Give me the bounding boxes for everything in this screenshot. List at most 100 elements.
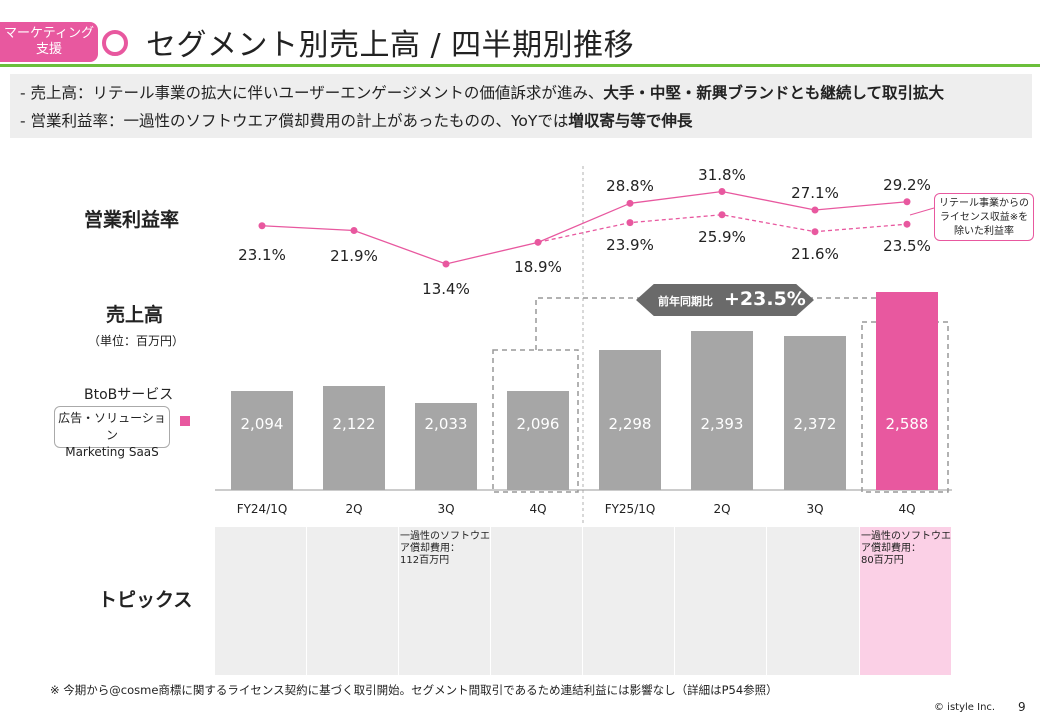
x-tick-label: 3Q xyxy=(806,502,824,516)
callout-line1: リテール事業からの xyxy=(939,198,1029,209)
margin-point xyxy=(258,222,266,230)
compare-box-fy25-4q xyxy=(861,321,949,493)
margin-value-label: 23.1% xyxy=(238,245,286,264)
margin-value-label: 27.1% xyxy=(791,184,839,203)
footnote: ※ 今期から@cosme商標に関するライセンス契約に基づく取引開始。セグメント間… xyxy=(50,683,778,697)
adjusted-margin-point xyxy=(811,228,819,236)
bar-1: 2,122 xyxy=(323,385,385,490)
segment-label: BtoBサービス xyxy=(84,387,174,403)
x-tick-label: FY25/1Q xyxy=(604,502,656,516)
margin-callout: リテール事業からの ライセンス収益※を 除いた利益率 xyxy=(934,193,1034,241)
margin-value-label: 21.9% xyxy=(330,246,378,265)
margin-value-label: 28.8% xyxy=(606,177,654,196)
x-tick-label: 4Q xyxy=(898,502,916,516)
bar-value-label: 2,122 xyxy=(332,414,376,433)
legend-line1: 広告・ソリューション xyxy=(58,411,166,442)
yoy-badge: 前年同期比 +23.5% xyxy=(636,284,814,316)
bar-0: 2,094 xyxy=(231,391,293,490)
topic-cell xyxy=(307,527,399,675)
topic-cell-fy25-4q: 一過性のソフトウエ ア償却費用： 80百万円 xyxy=(860,527,952,675)
bar-value-label: 2,096 xyxy=(516,414,560,433)
topic-fy24-3q-line2: ア償却費用： xyxy=(400,543,460,554)
bar-value-label: 2,094 xyxy=(240,414,284,433)
topic-cell xyxy=(767,527,860,675)
bar-value-label: 2,588 xyxy=(885,414,929,433)
bar-value-label: 2,033 xyxy=(424,414,468,433)
topic-cell xyxy=(215,527,307,675)
margin-point xyxy=(718,188,726,196)
x-tick-label: 4Q xyxy=(529,502,547,516)
margin-point xyxy=(626,199,634,207)
compare-box-fy24-4q xyxy=(492,349,579,493)
margin-point xyxy=(350,227,358,235)
line-series-layer xyxy=(258,188,911,268)
x-tick-label: 2Q xyxy=(713,502,731,516)
section-tag: マーケティング 支援 xyxy=(0,22,98,62)
adjusted-margin-point xyxy=(903,220,911,228)
margin-value-label: 18.9% xyxy=(514,258,562,277)
yoy-badge-value: +23.5% xyxy=(724,288,806,310)
margin-value-label: 31.8% xyxy=(698,165,746,184)
topic-fy24-3q-line1: 一過性のソフトウエ xyxy=(400,531,490,542)
callout-line3: 除いた利益率 xyxy=(954,226,1014,237)
bar-value-label: 2,372 xyxy=(793,414,837,433)
adjusted-margin-point xyxy=(626,219,634,227)
bar-4: 2,298 xyxy=(599,350,661,490)
legend-swatch xyxy=(180,416,190,426)
margin-value-label: 13.4% xyxy=(422,280,470,298)
section-tag-line1: マーケティング xyxy=(4,26,94,41)
topic-cell xyxy=(491,527,583,675)
sales-heading: 売上高 xyxy=(106,304,164,326)
summary-line-margin-bold: 増収寄与等で伸長 xyxy=(568,112,693,130)
adjusted-margin-value-label: 25.9% xyxy=(698,227,746,246)
callout-pointer xyxy=(909,207,935,216)
margin-line xyxy=(261,190,908,265)
bar-7: 2,588 xyxy=(876,292,938,490)
adjusted-margin-point xyxy=(718,211,726,219)
x-tick-label: 2Q xyxy=(345,502,363,516)
bar-6: 2,372 xyxy=(784,335,846,490)
topic-fy25-4q-line1: 一過性のソフトウエ xyxy=(861,531,951,542)
margin-point xyxy=(903,198,911,206)
summary-line-margin: - 営業利益率：一過性のソフトウエア償却費用の計上があったものの、YoYでは増収… xyxy=(20,109,692,131)
unit-label: （単位：百万円） xyxy=(88,334,185,348)
summary-line-sales-text: - 売上高：リテール事業の拡大に伴いユーザーエンゲージメントの価値訴求が進み、 xyxy=(20,84,604,102)
page-number: 9 xyxy=(1018,700,1026,714)
adjusted-margin-value-label: 23.9% xyxy=(606,235,654,254)
topic-fy25-4q-line2: ア償却費用： xyxy=(861,543,921,554)
bar-value-label: 2,298 xyxy=(608,414,652,433)
topic-fy25-4q-text: 一過性のソフトウエ ア償却費用： 80百万円 xyxy=(861,531,951,567)
legend-box: 広告・ソリューション Marketing SaaS xyxy=(54,406,170,459)
bar-2: 2,033 xyxy=(415,403,477,490)
adjusted-margin-value-label: 21.6% xyxy=(791,244,839,263)
summary-line-sales-bold: 大手・中堅・新興ブランドとも継続して取引拡大 xyxy=(603,84,944,102)
bar-3: 2,096 xyxy=(507,390,569,490)
topic-cell xyxy=(583,527,675,675)
copyright: © istyle Inc. xyxy=(934,702,996,713)
margin-value-label: 29.2% xyxy=(883,175,931,194)
x-tick-label: 3Q xyxy=(437,502,455,516)
section-tag-line2: 支援 xyxy=(35,42,62,57)
adjusted-margin-value-label: 23.5% xyxy=(883,237,931,256)
margin-point xyxy=(442,260,450,268)
summary-line-sales: - 売上高：リテール事業の拡大に伴いユーザーエンゲージメントの価値訴求が進み、大… xyxy=(20,81,944,103)
summary-box: - 売上高：リテール事業の拡大に伴いユーザーエンゲージメントの価値訴求が進み、大… xyxy=(10,74,1032,138)
summary-line-margin-text: - 営業利益率：一過性のソフトウエア償却費用の計上があったものの、YoYでは xyxy=(20,112,569,130)
margin-point xyxy=(811,206,819,214)
topic-fy24-3q-text: 一過性のソフトウエ ア償却費用： 112百万円 xyxy=(400,531,490,567)
x-tick-label: FY24/1Q xyxy=(236,502,288,516)
ring-icon xyxy=(102,30,128,56)
topic-fy25-4q-line3: 80百万円 xyxy=(861,555,904,566)
topic-cell xyxy=(675,527,767,675)
margin-heading: 営業利益率 xyxy=(84,209,180,231)
topics-grid: 一過性のソフトウエ ア償却費用： 112百万円 一過性のソフトウエ ア償却費用：… xyxy=(215,527,952,675)
legend-line2: Marketing SaaS xyxy=(65,445,159,459)
callout-line2: ライセンス収益※を xyxy=(939,212,1029,223)
topics-heading: トピックス xyxy=(98,589,193,611)
bar-value-label: 2,393 xyxy=(700,414,744,433)
yoy-badge-label: 前年同期比 xyxy=(658,295,713,308)
page-title: セグメント別売上高 / 四半期別推移 xyxy=(146,28,635,63)
topic-fy24-3q-line3: 112百万円 xyxy=(400,555,450,566)
bar-5: 2,393 xyxy=(691,331,753,490)
title-divider xyxy=(0,64,1040,67)
